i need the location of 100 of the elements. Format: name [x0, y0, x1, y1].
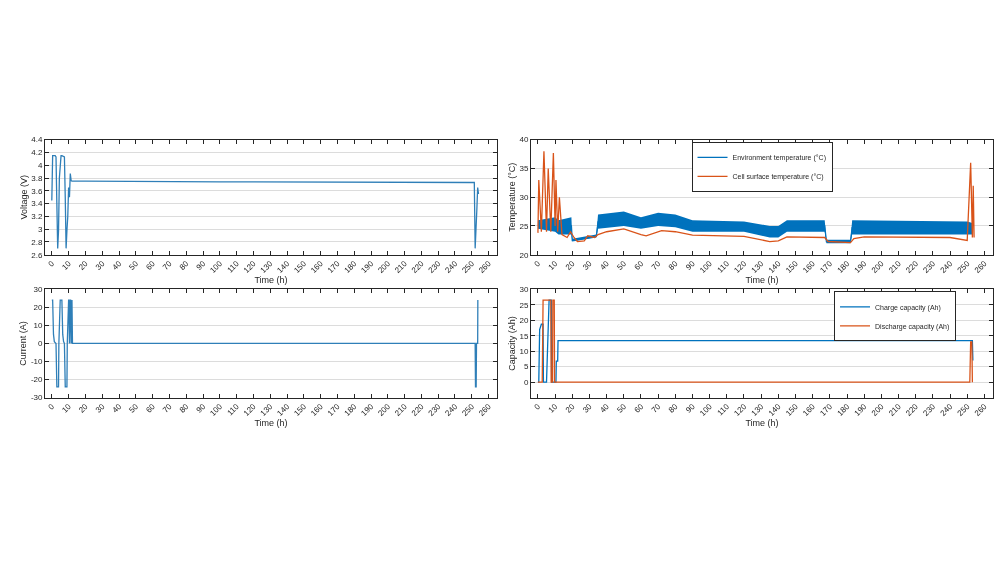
- x-tick-label: 60: [144, 401, 158, 415]
- y-tick-label: 30: [519, 193, 529, 203]
- x-tick-label: 180: [342, 401, 359, 418]
- x-tick-label: 210: [886, 401, 904, 418]
- x-tick-label: 40: [598, 258, 612, 272]
- x-tick-label: 200: [869, 258, 886, 276]
- x-tick-label: 50: [615, 401, 629, 415]
- y-tick-label: 2.6: [31, 250, 44, 260]
- x-axis-title: Time (h): [254, 417, 288, 428]
- y-tick-label: 3: [38, 224, 44, 234]
- x-tick-label: 60: [144, 258, 158, 272]
- x-tick-label: 60: [632, 401, 646, 415]
- x-tick-label: 70: [649, 258, 663, 272]
- y-tick-label: 20: [33, 303, 44, 313]
- x-tick-label: 200: [376, 401, 393, 418]
- x-tick-label: 160: [309, 258, 326, 276]
- line-series: [537, 150, 975, 244]
- x-tick-label: 120: [732, 258, 749, 276]
- line-series: [51, 155, 480, 250]
- x-tick-label: 230: [426, 258, 443, 276]
- y-tick-label: 0: [38, 339, 44, 349]
- line-series: [51, 299, 479, 388]
- x-tick-label: 130: [258, 401, 275, 418]
- x-tick-label: 120: [732, 401, 749, 418]
- x-tick-label: 180: [835, 401, 852, 418]
- x-tick-label: 170: [325, 258, 343, 276]
- x-tick-label: 100: [208, 258, 225, 276]
- line-series: [537, 299, 974, 383]
- y-tick-label: 3.6: [31, 186, 44, 196]
- y-tick-label: 25: [519, 300, 529, 310]
- x-tick-label: 0: [532, 401, 543, 412]
- x-tick-label: 190: [852, 258, 869, 276]
- y-tick-label: 4.2: [31, 148, 44, 158]
- x-tick-label: 180: [835, 258, 852, 276]
- x-tick-label: 220: [904, 258, 921, 276]
- x-tick-label: 90: [194, 401, 208, 415]
- y-tick-label: 4.4: [31, 135, 44, 145]
- x-tick-label: 190: [852, 401, 869, 418]
- y-tick-label: 3.8: [31, 173, 44, 183]
- x-tick-label: 120: [241, 258, 259, 276]
- x-tick-label: 220: [409, 401, 427, 418]
- x-axis-title: Time (h): [745, 417, 779, 428]
- x-tick-label: 140: [766, 258, 783, 276]
- x-tick-label: 150: [783, 401, 801, 418]
- x-tick-label: 80: [666, 401, 680, 415]
- x-tick-label: 50: [127, 258, 141, 272]
- x-tick-label: 160: [801, 401, 818, 418]
- x-tick-label: 60: [632, 258, 646, 272]
- x-tick-label: 240: [443, 401, 460, 418]
- x-tick-label: 260: [972, 401, 990, 418]
- x-tick-label: 100: [698, 258, 715, 276]
- x-tick-label: 0: [532, 258, 543, 269]
- y-tick-label: 5: [524, 362, 530, 372]
- x-tick-label: 130: [749, 401, 766, 418]
- x-tick-label: 70: [160, 401, 175, 415]
- x-tick-label: 50: [127, 401, 141, 415]
- x-tick-label: 250: [955, 258, 972, 276]
- x-tick-label: 110: [715, 401, 732, 418]
- x-tick-label: 210: [393, 258, 410, 276]
- x-tick-label: 120: [241, 401, 259, 418]
- x-tick-label: 20: [76, 401, 91, 415]
- x-tick-label: 230: [426, 401, 443, 418]
- y-tick-label: 30: [33, 285, 44, 295]
- y-tick-label: 3.2: [31, 212, 44, 222]
- x-tick-label: 200: [376, 258, 393, 276]
- x-tick-label: 260: [477, 258, 494, 276]
- x-tick-label: 50: [615, 258, 629, 272]
- x-tick-label: 240: [443, 258, 460, 276]
- x-tick-label: 100: [698, 401, 715, 418]
- x-tick-label: 80: [666, 258, 680, 272]
- y-tick-label: -20: [30, 375, 44, 385]
- x-tick-label: 30: [581, 401, 595, 415]
- x-tick-label: 30: [93, 401, 107, 415]
- x-axis-title: Time (h): [745, 275, 779, 286]
- x-tick-label: 240: [938, 258, 955, 276]
- x-tick-label: 30: [93, 258, 107, 272]
- x-tick-label: 130: [258, 258, 275, 276]
- x-tick-label: 260: [972, 258, 990, 276]
- x-axis-title: Time (h): [254, 275, 288, 286]
- y-tick-label: -30: [30, 393, 44, 403]
- x-tick-label: 210: [886, 258, 904, 276]
- y-tick-label: -10: [30, 357, 44, 367]
- x-tick-label: 190: [359, 401, 376, 418]
- x-tick-label: 210: [393, 401, 410, 418]
- x-tick-label: 240: [938, 401, 955, 418]
- y-axis-title: Temperature (°C): [506, 162, 517, 232]
- y-tick-label: 10: [33, 321, 44, 331]
- x-tick-label: 90: [684, 401, 698, 415]
- x-tick-label: 140: [275, 258, 292, 276]
- y-tick-label: 2.8: [31, 237, 44, 247]
- x-tick-label: 40: [110, 258, 124, 272]
- x-tick-label: 20: [76, 258, 91, 272]
- y-tick-label: 10: [519, 346, 529, 356]
- x-tick-label: 0: [46, 258, 57, 269]
- x-tick-label: 10: [546, 258, 560, 272]
- x-tick-label: 160: [309, 401, 326, 418]
- x-tick-label: 110: [715, 258, 732, 275]
- x-tick-label: 70: [160, 258, 175, 272]
- y-tick-label: 35: [519, 164, 529, 174]
- y-tick-label: 0: [524, 377, 530, 387]
